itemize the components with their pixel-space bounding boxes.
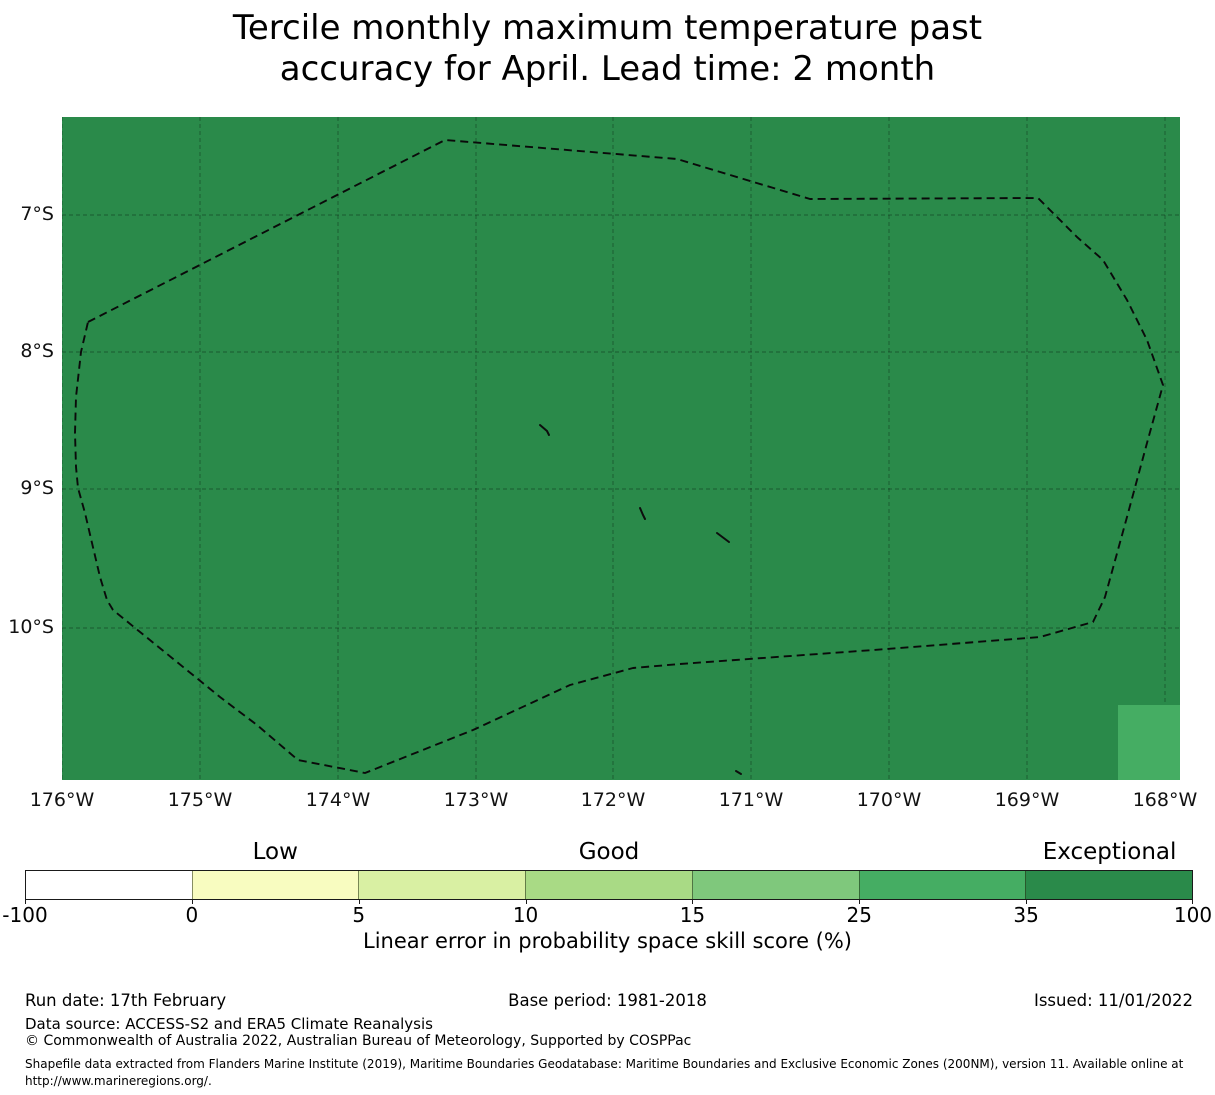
footer-data-source: Data source: ACCESS-S2 and ERA5 Climate … bbox=[25, 1015, 433, 1033]
island-mark bbox=[639, 507, 646, 520]
title-line-2: accuracy for April. Lead time: 2 month bbox=[279, 49, 936, 89]
y-tick-label: 10°S bbox=[8, 616, 54, 638]
colorbar-tick-label: 5 bbox=[352, 903, 366, 927]
x-tick-label: 172°W bbox=[580, 789, 646, 811]
colorbar-tick-mark bbox=[25, 899, 26, 904]
y-tick-label: 7°S bbox=[20, 203, 54, 225]
x-tick-label: 176°W bbox=[29, 789, 95, 811]
anomaly-cell bbox=[1118, 705, 1180, 780]
x-tick-label: 169°W bbox=[994, 789, 1060, 811]
x-tick-label: 168°W bbox=[1132, 789, 1198, 811]
island-mark bbox=[716, 532, 730, 543]
colorbar-segment bbox=[191, 871, 359, 899]
colorbar-segment bbox=[858, 871, 1026, 899]
colorbar-category-label: Exceptional bbox=[1042, 839, 1177, 865]
colorbar-segment bbox=[26, 871, 192, 899]
colorbar-tick-mark bbox=[859, 899, 861, 904]
island-mark bbox=[539, 424, 550, 436]
map-canvas bbox=[62, 117, 1180, 780]
colorbar-tick-mark bbox=[692, 899, 694, 904]
footer-shapefile-note: Shapefile data extracted from Flanders M… bbox=[25, 1057, 1184, 1088]
title-line-1: Tercile monthly maximum temperature past bbox=[232, 8, 983, 48]
x-tick-label: 170°W bbox=[856, 789, 922, 811]
footer-copyright: © Commonwealth of Australia 2022, Austra… bbox=[25, 1033, 692, 1049]
y-tick-label: 8°S bbox=[20, 340, 54, 362]
colorbar-tick-label: -100 bbox=[2, 903, 48, 927]
island-mark bbox=[735, 770, 742, 775]
colorbar-tick-mark bbox=[1026, 899, 1028, 904]
colorbar-segment bbox=[691, 871, 859, 899]
colorbar-segment bbox=[358, 871, 526, 899]
colorbar-tick-label: 100 bbox=[1173, 903, 1213, 927]
footer-run-date: Run date: 17th February bbox=[25, 991, 227, 1010]
colorbar-tick-mark bbox=[191, 899, 193, 904]
x-tick-label: 174°W bbox=[305, 789, 371, 811]
colorbar-tick-label: 15 bbox=[679, 903, 706, 927]
y-tick-label: 9°S bbox=[20, 477, 54, 499]
colorbar-tick-label: 25 bbox=[846, 903, 873, 927]
footer-base-period: Base period: 1981-2018 bbox=[508, 991, 707, 1010]
x-tick-label: 173°W bbox=[443, 789, 509, 811]
colorbar-tick-label: 10 bbox=[512, 903, 539, 927]
x-tick-label: 175°W bbox=[167, 789, 233, 811]
colorbar-segment bbox=[525, 871, 692, 899]
eez-boundary bbox=[74, 139, 1164, 774]
colorbar-axis-label: Linear error in probability space skill … bbox=[363, 929, 852, 953]
colorbar-tick-mark bbox=[358, 899, 360, 904]
colorbar-tick-label: 0 bbox=[185, 903, 199, 927]
colorbar-tick-mark bbox=[525, 899, 527, 904]
colorbar-tick-mark bbox=[1192, 899, 1193, 904]
colorbar-tick-label: 35 bbox=[1013, 903, 1039, 927]
colorbar-segment bbox=[1025, 871, 1193, 899]
colorbar bbox=[25, 870, 1193, 900]
figure-title: Tercile monthly maximum temperature past… bbox=[0, 8, 1215, 90]
colorbar-category-label: Low bbox=[252, 839, 298, 865]
map-panel bbox=[62, 117, 1180, 780]
x-tick-label: 171°W bbox=[718, 789, 784, 811]
footer-issued-date: Issued: 11/01/2022 bbox=[1033, 991, 1193, 1010]
colorbar-category-label: Good bbox=[578, 839, 640, 865]
